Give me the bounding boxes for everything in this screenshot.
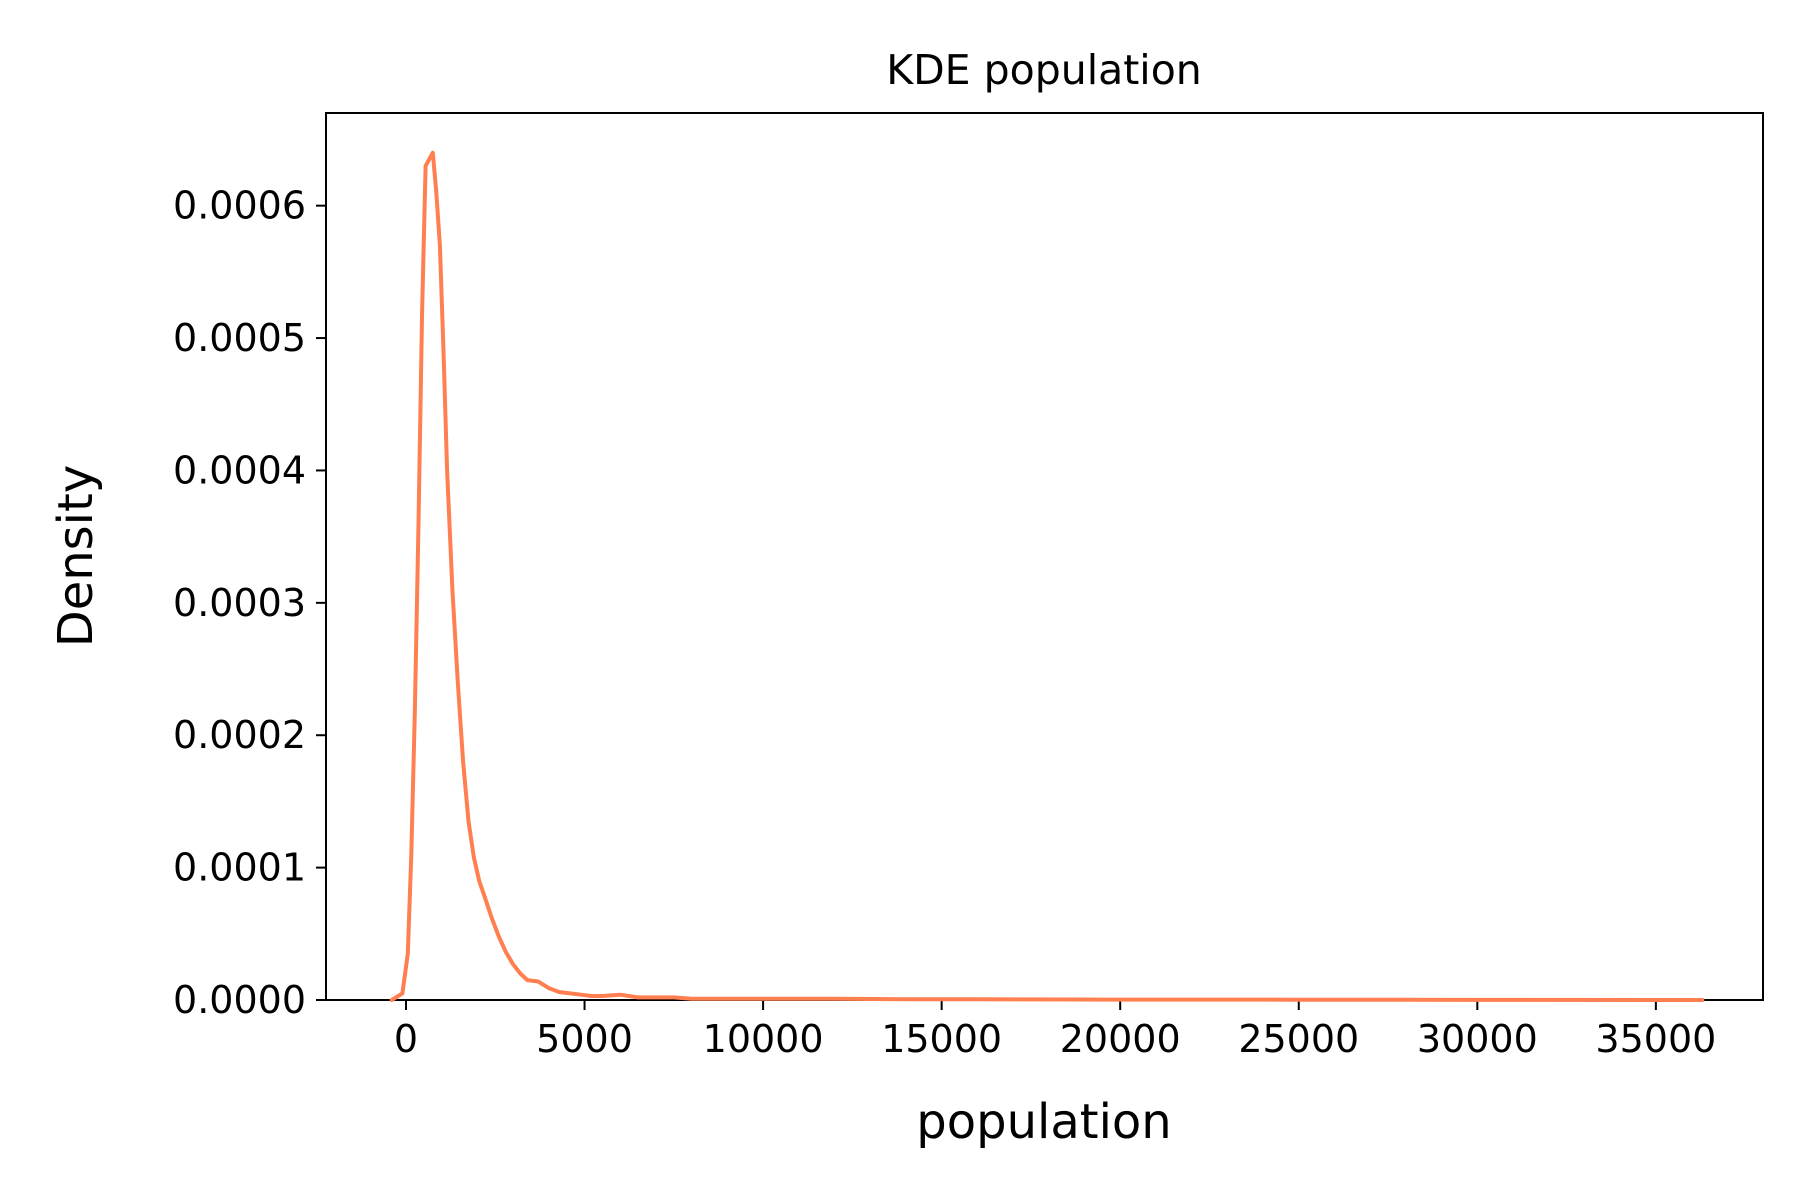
y-axis: 0.0000 0.0001 0.0002 0.0003 0.0004 0.0005 0.00… <box>173 184 326 1022</box>
x-tick-label: 0 <box>394 1017 418 1061</box>
y-tick-label: 0.0002 <box>173 713 306 757</box>
x-tick-label: 5000 <box>536 1017 633 1061</box>
x-axis: 0 5000 10000 15000 20000 25000 30000 35000 <box>394 1000 1716 1061</box>
x-tick-label: 15000 <box>881 1017 1002 1061</box>
y-tick-label: 0.0003 <box>173 581 306 625</box>
x-tick-label: 20000 <box>1060 1017 1181 1061</box>
y-tick-label: 0.0004 <box>173 448 306 492</box>
y-tick-label: 0.0005 <box>173 316 306 360</box>
x-tick-label: 35000 <box>1595 1017 1716 1061</box>
y-axis-label: Density <box>48 465 104 647</box>
chart-title: KDE population <box>886 46 1202 94</box>
y-tick-label: 0.0006 <box>173 184 306 228</box>
kde-series-line <box>389 150 1705 1002</box>
y-tick-label: 0.0001 <box>173 846 306 890</box>
x-tick-label: 25000 <box>1238 1017 1359 1061</box>
plot-area <box>325 112 1764 1001</box>
x-axis-label: population <box>916 1094 1171 1150</box>
y-tick-label: 0.0000 <box>173 978 306 1022</box>
x-tick-label: 10000 <box>703 1017 824 1061</box>
x-tick-label: 30000 <box>1417 1017 1538 1061</box>
